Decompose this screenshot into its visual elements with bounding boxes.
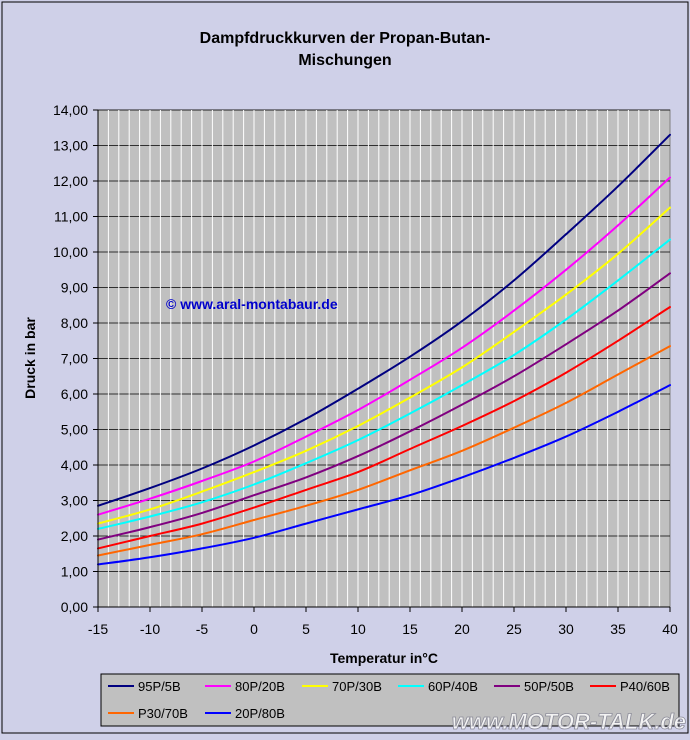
series-lines	[97, 133, 671, 566]
chart-title-line1: Dampfdruckkurven der Propan-Butan-	[200, 30, 491, 47]
legend-label-p40-60b: P40/60B	[620, 679, 670, 694]
series-line-95p-5b	[97, 133, 671, 507]
x-tick-label: 10	[350, 621, 366, 637]
legend-label-60p-40b: 60P/40B	[428, 679, 478, 694]
series-line-70p-30b	[97, 206, 671, 525]
legend-items: 95P/5B 80P/20B 70P/30B 60P/40B 50P/50B P40/60…	[108, 679, 670, 721]
x-tick-label: 5	[302, 621, 310, 637]
y-tick-label: 4,00	[61, 457, 88, 473]
x-tick-label: 35	[610, 621, 626, 637]
y-axis-label: Druck in bar	[22, 317, 38, 399]
y-tick-label: 6,00	[61, 386, 88, 402]
x-tick-label: 25	[506, 621, 522, 637]
series-line-60p-40b	[97, 238, 671, 530]
x-tick-label: 15	[402, 621, 418, 637]
y-tick-label: 8,00	[61, 315, 88, 331]
watermark-text: www.MOTOR-TALK.de	[452, 709, 686, 734]
series-line-20p-80b	[97, 384, 671, 566]
y-tick-label: 1,00	[61, 564, 88, 580]
x-axis-ticks: -15 -10 -5 0 5 10 15 20 25 30 35 40	[88, 607, 678, 637]
y-tick-label: 11,00	[54, 209, 88, 225]
legend-label-50p-50b: 50P/50B	[524, 679, 574, 694]
legend-box	[100, 673, 680, 727]
legend-label-20p-80b: 20P/80B	[235, 706, 285, 721]
x-tick-label: 40	[662, 621, 678, 637]
chart-title-line2: Mischungen	[298, 52, 391, 69]
x-tick-label: -10	[140, 621, 160, 637]
series-line-80p-20b	[97, 176, 671, 516]
legend-label-80p-20b: 80P/20B	[235, 679, 285, 694]
y-tick-label: 12,00	[53, 173, 88, 189]
x-tick-label: 20	[454, 621, 470, 637]
grid-lines	[98, 109, 670, 607]
y-tick-label: 2,00	[61, 528, 88, 544]
y-tick-label: 3,00	[61, 493, 88, 509]
y-tick-label: 7,00	[61, 351, 88, 367]
y-tick-label: 0,00	[61, 599, 88, 615]
legend-label-70p-30b: 70P/30B	[332, 679, 382, 694]
x-tick-label: 30	[558, 621, 574, 637]
y-axis-ticks: 0,00 1,00 2,00 3,00 4,00 5,00 6,00 7,00 8,00 9,00…	[53, 102, 98, 615]
series-line-50p-50b	[97, 272, 671, 541]
x-tick-label: 0	[250, 621, 258, 637]
y-tick-label: 10,00	[53, 244, 88, 260]
series-line-p30-70b	[97, 345, 671, 557]
y-tick-label: 13,00	[53, 138, 88, 154]
x-tick-label: -5	[196, 621, 209, 637]
legend-label-p30-70b: P30/70B	[138, 706, 188, 721]
copyright-annotation: © www.aral-montabaur.de	[166, 296, 338, 312]
y-tick-label: 9,00	[61, 280, 88, 296]
series-line-p40-60b	[97, 306, 671, 550]
legend-label-95p-5b: 95P/5B	[138, 679, 181, 694]
x-axis-label: Temperatur in°C	[330, 650, 438, 666]
y-tick-label: 14,00	[53, 102, 88, 118]
x-tick-label: -15	[88, 621, 108, 637]
y-tick-label: 5,00	[61, 422, 88, 438]
